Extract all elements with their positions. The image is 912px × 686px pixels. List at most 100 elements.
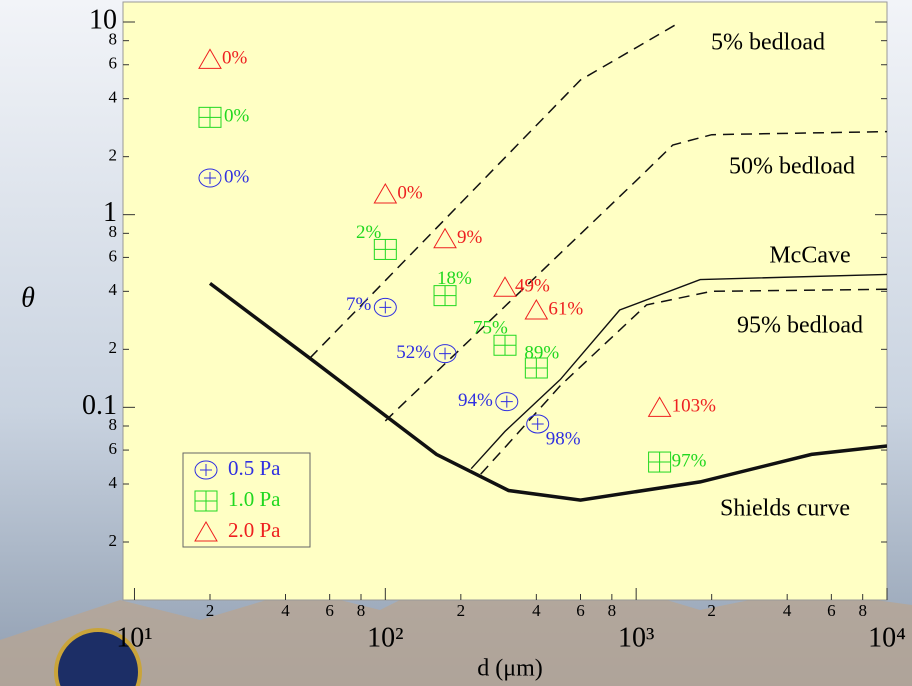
marker bbox=[526, 414, 550, 434]
point-label: 61% bbox=[548, 298, 583, 319]
marker-part bbox=[433, 344, 457, 364]
y-tick-label: 2 bbox=[109, 338, 118, 357]
y-tick-label: 1 bbox=[103, 197, 117, 228]
marker bbox=[524, 299, 549, 320]
legend-label: 0.5 Pa bbox=[228, 456, 281, 480]
marker-part bbox=[524, 299, 549, 320]
x-tick-label: 2 bbox=[707, 601, 716, 620]
x-tick-label: 10³ bbox=[618, 622, 654, 653]
curve bbox=[480, 288, 887, 475]
y-axis-label: θ bbox=[21, 282, 35, 313]
plot-content bbox=[208, 21, 887, 502]
marker-part bbox=[433, 227, 457, 249]
point-label: 0% bbox=[224, 106, 250, 127]
x-tick-label: 8 bbox=[357, 601, 366, 620]
marker bbox=[373, 297, 397, 317]
marker-part bbox=[373, 183, 398, 204]
marker-part bbox=[194, 460, 218, 480]
marker-part bbox=[373, 297, 397, 317]
x-tick-label: 6 bbox=[325, 601, 334, 620]
y-tick-label: 4 bbox=[109, 88, 118, 107]
point-label: 0% bbox=[224, 166, 250, 187]
marker bbox=[433, 344, 457, 364]
y-tick-label: 2 bbox=[109, 531, 118, 550]
marker-part bbox=[495, 392, 519, 412]
point-label: 94% bbox=[458, 390, 493, 411]
marker bbox=[198, 106, 222, 128]
curve-label: McCave bbox=[769, 243, 850, 269]
point-label: 52% bbox=[396, 342, 431, 363]
marker-part bbox=[374, 239, 397, 260]
curve bbox=[208, 281, 887, 502]
point-label: 75% bbox=[473, 318, 508, 339]
marker bbox=[198, 48, 222, 69]
curve-label: 50% bedload bbox=[729, 154, 855, 180]
marker bbox=[524, 357, 548, 379]
y-tick-label: 6 bbox=[109, 246, 118, 265]
curve-label: Shields curve bbox=[720, 496, 850, 522]
marker-part bbox=[531, 417, 544, 430]
marker bbox=[373, 238, 397, 260]
marker-part bbox=[494, 335, 516, 356]
marker-part bbox=[198, 48, 222, 69]
legend-label: 1.0 Pa bbox=[228, 487, 281, 511]
marker bbox=[495, 392, 519, 412]
marker-part bbox=[198, 168, 222, 188]
marker-part bbox=[195, 491, 217, 511]
marker bbox=[433, 285, 457, 307]
point-label: 9% bbox=[457, 227, 483, 248]
point-label: 49% bbox=[515, 276, 550, 297]
marker-part bbox=[439, 347, 452, 360]
y-tick-label: 4 bbox=[109, 280, 118, 299]
marker-part bbox=[379, 301, 392, 314]
marker bbox=[433, 227, 457, 249]
marker-part bbox=[526, 414, 550, 434]
x-tick-label: 10² bbox=[367, 622, 403, 653]
point-label: 97% bbox=[672, 450, 707, 471]
marker-part bbox=[648, 452, 671, 473]
y-tick-label: 10 bbox=[89, 4, 117, 35]
point-label: 0% bbox=[397, 182, 423, 203]
point-label: 0% bbox=[222, 48, 248, 69]
y-tick-label: 2 bbox=[109, 146, 118, 165]
x-tick-label: 4 bbox=[281, 601, 290, 620]
x-tick-label: 4 bbox=[783, 601, 792, 620]
marker-part bbox=[647, 396, 672, 417]
y-tick-label: 6 bbox=[109, 439, 118, 458]
point-label: 103% bbox=[672, 396, 717, 417]
y-tick-label: 6 bbox=[109, 54, 118, 73]
curve bbox=[309, 21, 681, 359]
x-tick-label: 2 bbox=[457, 601, 466, 620]
marker-part bbox=[200, 464, 212, 476]
point-label: 2% bbox=[356, 222, 382, 243]
x-tick-label: 10⁴ bbox=[868, 622, 906, 653]
marker bbox=[493, 334, 517, 356]
legend-marker bbox=[194, 460, 218, 480]
legend-label: 2.0 Pa bbox=[228, 518, 281, 542]
marker-part bbox=[500, 395, 513, 408]
y-tick-label: 8 bbox=[109, 222, 118, 241]
x-tick-label: 6 bbox=[827, 601, 836, 620]
x-axis-label: d (μm) bbox=[477, 656, 543, 682]
legend-box bbox=[182, 452, 311, 548]
point-label: 98% bbox=[546, 428, 581, 449]
marker-part bbox=[198, 107, 221, 128]
marker bbox=[373, 183, 398, 204]
marker-part bbox=[434, 285, 457, 306]
point-label: 18% bbox=[437, 268, 472, 289]
curve-label: 95% bedload bbox=[737, 313, 863, 339]
marker bbox=[648, 451, 672, 473]
marker-part bbox=[493, 276, 517, 297]
marker-part bbox=[203, 171, 216, 184]
marker bbox=[198, 168, 222, 188]
legend-marker bbox=[194, 490, 218, 512]
x-tick-label: 6 bbox=[576, 601, 585, 620]
y-tick-label: 4 bbox=[109, 473, 118, 492]
curve bbox=[384, 130, 887, 422]
x-tick-label: 8 bbox=[858, 601, 867, 620]
curve-label: 5% bedload bbox=[711, 30, 825, 56]
x-tick-label: 8 bbox=[608, 601, 617, 620]
marker bbox=[493, 276, 517, 297]
